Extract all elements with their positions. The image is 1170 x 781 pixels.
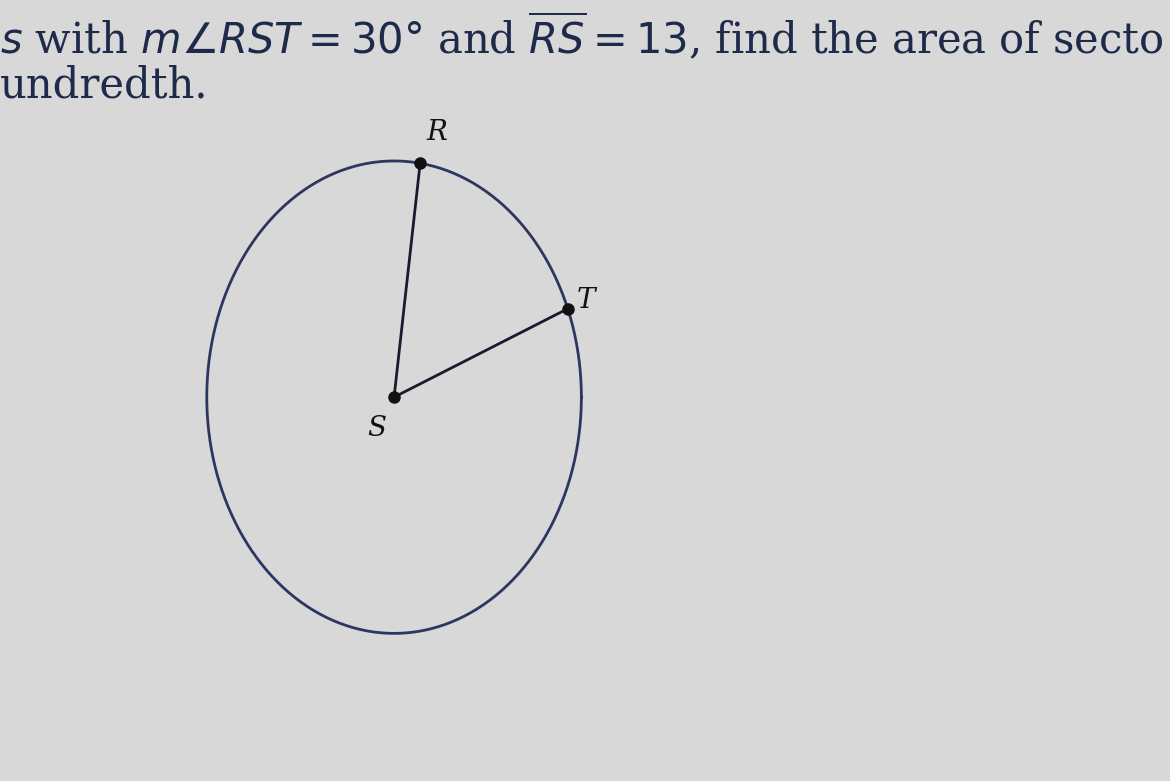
Text: S: S [366, 415, 386, 442]
Text: T: T [577, 287, 596, 314]
Text: R: R [426, 119, 447, 145]
Text: $s$ with $m\angle RST = 30°$ and $\overline{RS} = 13$, find the area of secto: $s$ with $m\angle RST = 30°$ and $\overl… [0, 11, 1164, 62]
Text: undredth.: undredth. [0, 65, 208, 107]
